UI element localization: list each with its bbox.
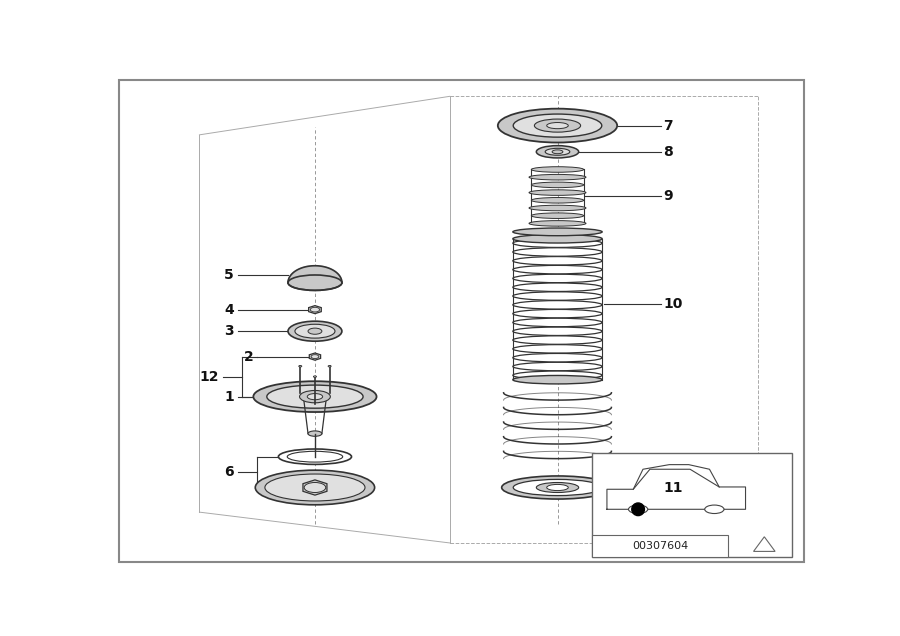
Ellipse shape — [545, 148, 570, 155]
Ellipse shape — [529, 205, 586, 211]
Ellipse shape — [531, 213, 584, 218]
Ellipse shape — [308, 431, 322, 436]
Ellipse shape — [529, 221, 586, 226]
Ellipse shape — [531, 182, 584, 188]
Ellipse shape — [546, 485, 568, 490]
Ellipse shape — [254, 381, 376, 412]
Ellipse shape — [278, 449, 352, 464]
Polygon shape — [310, 353, 320, 360]
Ellipse shape — [513, 283, 602, 291]
Ellipse shape — [308, 328, 322, 335]
Ellipse shape — [513, 354, 602, 362]
Polygon shape — [288, 266, 342, 282]
Ellipse shape — [513, 309, 602, 318]
Text: 11: 11 — [663, 481, 682, 495]
Ellipse shape — [513, 345, 602, 353]
Ellipse shape — [498, 109, 617, 142]
Ellipse shape — [513, 248, 602, 256]
Ellipse shape — [536, 146, 579, 158]
Ellipse shape — [304, 483, 326, 492]
Ellipse shape — [328, 366, 331, 367]
Polygon shape — [303, 480, 327, 495]
Text: 2: 2 — [244, 350, 254, 364]
Ellipse shape — [531, 198, 584, 203]
Ellipse shape — [529, 174, 586, 180]
Ellipse shape — [552, 150, 562, 154]
Ellipse shape — [628, 505, 648, 513]
Text: 10: 10 — [663, 297, 682, 311]
Polygon shape — [753, 537, 775, 551]
Circle shape — [632, 503, 644, 516]
Ellipse shape — [513, 371, 602, 380]
Ellipse shape — [513, 239, 602, 247]
Text: 9: 9 — [663, 190, 672, 204]
Ellipse shape — [513, 274, 602, 282]
Ellipse shape — [513, 363, 602, 371]
Bar — [592, 453, 792, 556]
Ellipse shape — [513, 265, 602, 274]
Ellipse shape — [299, 366, 302, 367]
Ellipse shape — [288, 321, 342, 341]
Ellipse shape — [307, 394, 323, 399]
Ellipse shape — [287, 452, 343, 462]
Ellipse shape — [513, 480, 602, 495]
Ellipse shape — [265, 474, 365, 501]
Text: 7: 7 — [663, 118, 672, 132]
Ellipse shape — [531, 167, 584, 172]
Text: 12: 12 — [199, 370, 219, 384]
Bar — [592, 536, 728, 556]
Ellipse shape — [513, 375, 602, 384]
Polygon shape — [309, 306, 321, 314]
Ellipse shape — [310, 307, 320, 312]
Ellipse shape — [529, 190, 586, 195]
Ellipse shape — [288, 275, 342, 291]
Ellipse shape — [513, 301, 602, 309]
Ellipse shape — [513, 256, 602, 265]
Ellipse shape — [513, 114, 602, 137]
Text: 00307604: 00307604 — [632, 541, 688, 551]
Text: 4: 4 — [224, 303, 234, 317]
Text: 1: 1 — [224, 390, 234, 404]
Ellipse shape — [535, 119, 581, 132]
Text: 3: 3 — [224, 324, 234, 338]
Ellipse shape — [300, 391, 330, 403]
Ellipse shape — [705, 505, 724, 513]
Ellipse shape — [295, 324, 335, 338]
Ellipse shape — [311, 355, 319, 359]
Ellipse shape — [513, 235, 602, 243]
Ellipse shape — [546, 123, 568, 128]
Ellipse shape — [266, 385, 363, 408]
Text: 8: 8 — [663, 145, 672, 159]
Text: 5: 5 — [224, 268, 234, 282]
Ellipse shape — [513, 292, 602, 300]
Ellipse shape — [513, 318, 602, 327]
Ellipse shape — [501, 476, 613, 499]
Ellipse shape — [513, 228, 602, 236]
Ellipse shape — [313, 376, 317, 377]
Text: 6: 6 — [224, 465, 234, 479]
Ellipse shape — [513, 327, 602, 336]
Ellipse shape — [536, 483, 579, 492]
Ellipse shape — [256, 470, 374, 505]
Ellipse shape — [513, 336, 602, 344]
